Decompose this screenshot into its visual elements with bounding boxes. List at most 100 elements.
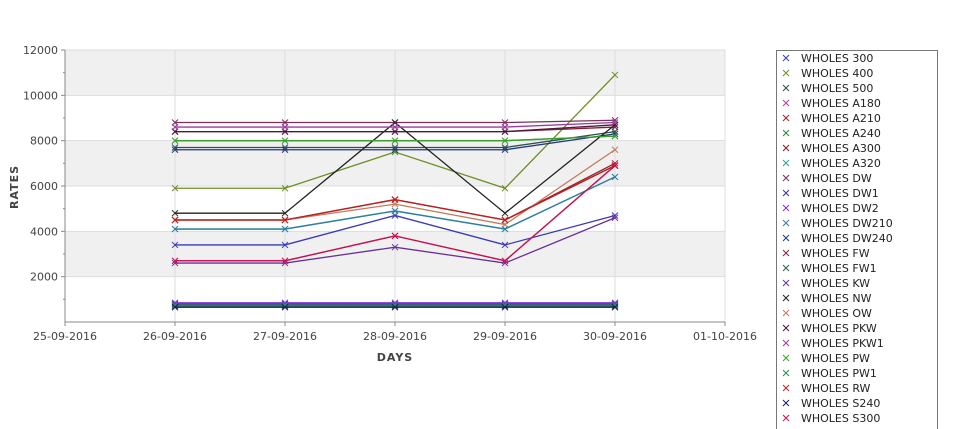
legend-label: WHOLES KW xyxy=(801,277,870,290)
x-axis-ticks: 25-09-2016 26-09-2016 27-09-2016 28-09-2016… xyxy=(33,322,757,343)
y-axis-ticks: 2000 4000 6000 8000 10000 12000 xyxy=(23,44,65,300)
legend-marker xyxy=(782,414,790,422)
x-tick-label: 27-09-2016 xyxy=(253,330,317,343)
x-tick-label: 28-09-2016 xyxy=(363,330,427,343)
legend-marker xyxy=(782,354,790,362)
data-point xyxy=(391,196,399,203)
legend-item: WHOLES PW xyxy=(782,352,870,365)
series xyxy=(171,302,619,310)
data-point xyxy=(501,209,509,217)
legend-marker xyxy=(782,114,790,122)
data-point xyxy=(501,241,509,249)
legend-marker xyxy=(782,99,790,107)
data-point xyxy=(171,225,179,233)
y-tick-label: 4000 xyxy=(30,225,58,238)
legend-label: WHOLES S300 xyxy=(801,412,880,425)
y-tick-label: 6000 xyxy=(30,180,58,193)
legend-item: WHOLES DW240 xyxy=(782,232,893,245)
legend-marker xyxy=(782,129,790,137)
legend-label: WHOLES PKW xyxy=(801,322,877,335)
legend-item: WHOLES A180 xyxy=(782,97,881,110)
data-point xyxy=(501,302,509,310)
series xyxy=(171,119,619,131)
legend-label: WHOLES DW210 xyxy=(801,217,893,230)
legend-label: WHOLES PW xyxy=(801,352,870,365)
data-point xyxy=(171,146,179,154)
data-point xyxy=(501,303,509,311)
legend-marker xyxy=(782,54,790,62)
legend-item: WHOLES RW xyxy=(782,382,871,395)
data-point xyxy=(391,123,399,131)
legend-label: WHOLES FW xyxy=(801,247,870,260)
data-point xyxy=(391,302,399,310)
legend-label: WHOLES A300 xyxy=(801,142,881,155)
legend-item: WHOLES S300 xyxy=(782,412,880,425)
x-tick-label: 29-09-2016 xyxy=(473,330,537,343)
legend-marker xyxy=(782,264,790,272)
data-point xyxy=(611,146,619,154)
data-point xyxy=(171,241,179,249)
legend-label: WHOLES S240 xyxy=(801,397,880,410)
legend-label: WHOLES RW xyxy=(801,382,871,395)
data-point xyxy=(501,259,509,267)
data-point xyxy=(171,137,179,145)
x-tick-label: 26-09-2016 xyxy=(143,330,207,343)
x-tick-label: 30-09-2016 xyxy=(583,330,647,343)
legend-marker xyxy=(782,324,790,332)
y-tick-label: 12000 xyxy=(23,44,58,57)
data-point xyxy=(501,184,509,192)
x-tick-label: 01-10-2016 xyxy=(693,330,757,343)
y-tick-label: 8000 xyxy=(30,135,58,148)
legend-item: WHOLES PKW1 xyxy=(782,337,884,350)
data-point xyxy=(611,303,619,311)
legend-marker xyxy=(782,384,790,392)
data-point xyxy=(611,302,619,310)
data-point xyxy=(611,71,619,79)
data-point xyxy=(501,123,509,131)
legend-label: WHOLES PW1 xyxy=(801,367,877,380)
data-point xyxy=(391,303,399,311)
legend-label: WHOLES 300 xyxy=(801,52,873,65)
legend-item: WHOLES NW xyxy=(782,292,872,305)
series xyxy=(171,303,619,311)
y-axis-title: RATES xyxy=(8,165,21,209)
legend-label: WHOLES PKW1 xyxy=(801,337,884,350)
data-point xyxy=(611,119,619,126)
legend-box xyxy=(776,50,938,429)
data-point xyxy=(171,302,179,310)
data-point xyxy=(281,241,289,249)
data-point xyxy=(391,207,399,215)
data-point xyxy=(171,123,179,131)
data-point xyxy=(611,162,619,169)
y-tick-label: 2000 xyxy=(30,271,58,284)
data-point xyxy=(281,302,289,310)
legend-items: WHOLES 300 WHOLES 400 WHOLES 500 WHOLES A18… xyxy=(782,52,893,425)
legend-item: WHOLES 300 xyxy=(782,52,873,65)
legend-label: WHOLES 400 xyxy=(801,67,873,80)
legend-item: WHOLES FW xyxy=(782,247,870,260)
legend-label: WHOLES A210 xyxy=(801,112,881,125)
legend-marker xyxy=(782,69,790,77)
y-tick-label: 10000 xyxy=(23,89,58,102)
legend-marker xyxy=(782,174,790,182)
data-point xyxy=(281,303,289,311)
legend-item: WHOLES A300 xyxy=(782,142,881,155)
legend-item: WHOLES PW1 xyxy=(782,367,877,380)
legend-marker xyxy=(782,399,790,407)
data-point xyxy=(611,173,619,181)
data-point xyxy=(281,225,289,233)
data-point xyxy=(281,209,289,217)
legend-label: WHOLES A180 xyxy=(801,97,881,110)
legend-marker xyxy=(782,369,790,377)
legend-marker xyxy=(782,234,790,242)
legend-marker xyxy=(782,144,790,152)
legend-marker xyxy=(782,84,790,92)
legend-item: WHOLES A320 xyxy=(782,157,881,170)
data-point xyxy=(281,123,289,131)
legend-label: WHOLES NW xyxy=(801,292,872,305)
legend-item: WHOLES DW2 xyxy=(782,202,879,215)
data-point xyxy=(501,257,509,265)
data-point xyxy=(391,243,399,251)
legend-label: WHOLES DW1 xyxy=(801,187,879,200)
x-tick-label: 25-09-2016 xyxy=(33,330,97,343)
